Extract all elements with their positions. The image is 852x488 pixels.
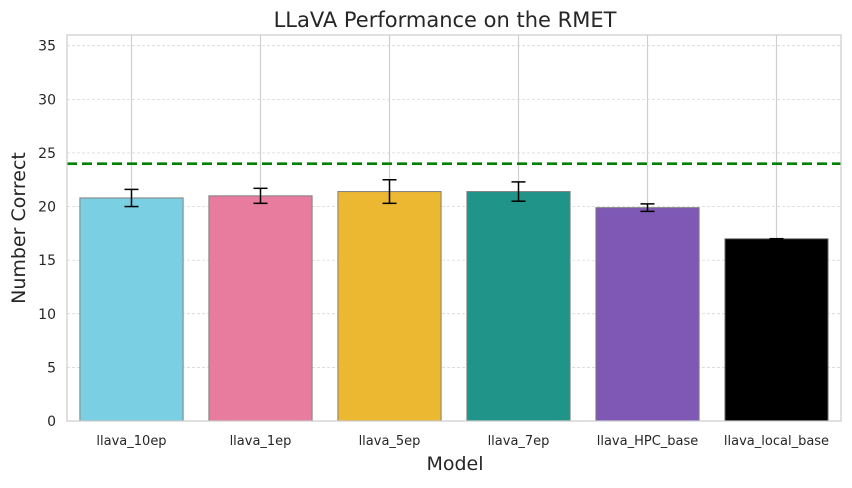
x-axis-label: Model [426,453,483,475]
chart-title: LLaVA Performance on the RMET [274,8,617,32]
y-tick-label: 15 [38,253,56,269]
y-tick-label: 25 [38,146,56,162]
y-tick-label: 5 [47,360,56,376]
y-tick-labels: 0 5 10 15 20 25 30 35 [38,39,56,430]
y-tick-label: 0 [47,414,56,430]
error-bar-layer [124,179,784,240]
x-tick-label: llava_10ep [96,434,166,449]
plot-frame [66,34,842,422]
y-tick-label: 20 [38,200,56,216]
bar-llava_10ep [79,197,184,422]
y-tick-label: 10 [38,307,56,323]
bar-llava_HPC_base [595,207,700,422]
bar-layer [79,191,829,422]
x-tick-label: llava_HPC_base [597,434,699,449]
y-axis-label: Number Correct [8,152,30,304]
x-tick-labels: llava_10ep llava_1ep llava_5ep llava_7ep lla… [96,434,829,449]
bar-llava_1ep [208,195,313,422]
bar-llava_7ep [466,191,571,422]
bar-llava_5ep [337,191,442,422]
y-tick-label: 30 [38,92,56,108]
x-tick-label: llava_1ep [230,434,292,449]
x-tick-label: llava_7ep [488,434,550,449]
bar-llava_local_base [724,238,829,422]
y-tick-label: 35 [38,39,56,55]
x-tick-label: llava_local_base [724,434,829,449]
x-tick-label: llava_5ep [359,434,421,449]
